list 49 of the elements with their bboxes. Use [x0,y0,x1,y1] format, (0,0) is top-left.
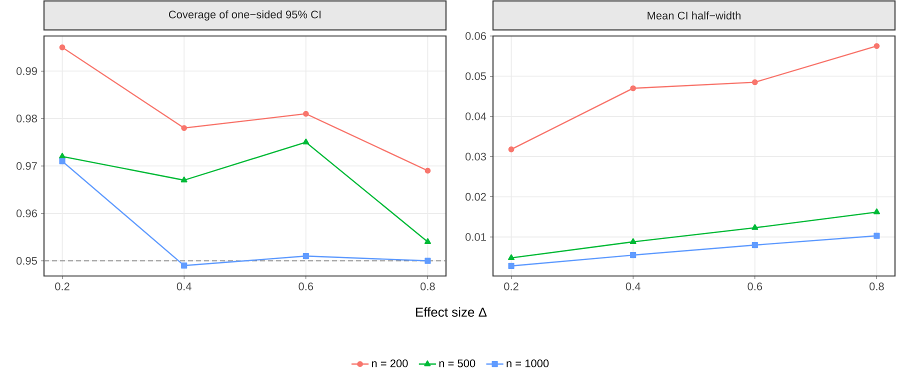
point [59,44,66,50]
point [752,242,758,248]
point [59,152,66,159]
point [424,168,431,174]
y-tick-label: 0.99 [16,67,37,75]
y-tick-label: 0.95 [16,256,37,265]
x-tick-label: 0.2 [55,282,70,290]
y-tick-label: 0.02 [465,192,486,201]
y-tick-label: 0.97 [16,162,37,170]
point [302,110,309,117]
point [302,253,309,260]
point [424,258,431,264]
x-tick-label: 0.2 [504,282,518,290]
point [508,146,514,152]
point [874,43,880,49]
x-tick-label: 0.8 [420,282,435,290]
point [630,238,636,244]
legend-label: n = 1000 [506,360,549,368]
point [508,262,514,269]
y-tick-label: 0.96 [16,210,37,218]
x-tick-label: 0.8 [870,282,884,290]
legend-label: n = 200 [372,360,408,368]
y-tick-label: 0.01 [465,233,486,241]
y-tick-label: 0.03 [465,152,486,160]
legend-label: n = 500 [439,360,476,368]
point [181,262,188,269]
x-axis-title: Effect size Δ [416,307,487,317]
y-tick-label: 0.06 [465,32,486,40]
point [302,138,310,144]
point [873,208,880,214]
y-tick-label: 0.05 [465,72,486,80]
point [630,252,636,258]
y-tick-label: 0.04 [465,112,486,120]
chart-title: Coverage of one−sided 95% CI [168,10,321,21]
point [630,85,636,92]
point [508,254,515,260]
point [180,176,188,182]
x-tick-label: 0.4 [176,282,192,290]
y-tick-label: 0.98 [16,114,37,122]
chart-title: Mean CI half−width [648,11,740,20]
point [874,232,880,239]
point [59,158,66,164]
x-tick-label: 0.4 [626,282,640,290]
point [752,79,758,86]
point [752,224,758,230]
x-tick-label: 0.6 [748,282,762,290]
point [424,238,431,244]
x-tick-label: 0.6 [298,282,314,290]
point [181,125,188,131]
